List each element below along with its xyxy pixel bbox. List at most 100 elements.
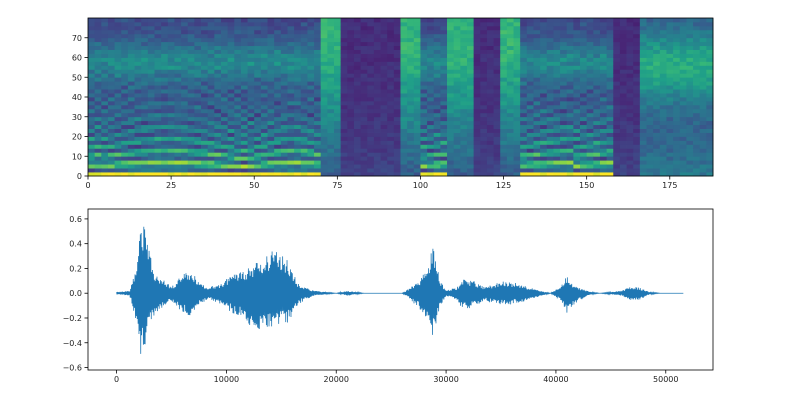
spectrogram-cell: [453, 148, 461, 153]
spectrogram-cell: [373, 168, 381, 173]
spectrogram-cell: [187, 77, 195, 82]
spectrogram-cell: [413, 100, 421, 106]
spectrogram-cell: [613, 73, 621, 78]
spectrogram-cell: [460, 120, 468, 126]
spectrogram-cell: [593, 25, 601, 31]
spectrogram-cell: [114, 49, 122, 54]
spectrogram-cell: [353, 57, 362, 62]
spectrogram-cell: [440, 41, 448, 47]
spectrogram-cell: [686, 148, 694, 153]
spectrogram-cell: [593, 49, 601, 54]
spectrogram-cell: [147, 148, 155, 153]
spectrogram-cell: [181, 120, 189, 126]
spectrogram-cell: [626, 53, 634, 58]
spectrogram-cell: [247, 100, 255, 106]
spectrogram-cell: [327, 144, 335, 149]
spectrogram-cell: [666, 160, 674, 165]
spectrogram-cell: [154, 132, 162, 137]
spectrogram-cell: [234, 97, 242, 102]
spectrogram-cell: [480, 140, 488, 145]
spectrogram-cell: [94, 61, 102, 66]
spectrogram-cell: [94, 49, 102, 54]
spectrogram-cell: [520, 156, 528, 161]
spectrogram-cell: [294, 89, 302, 94]
spectrogram-cell: [147, 69, 155, 74]
spectrogram-cell: [88, 168, 96, 173]
spectrogram-cell: [626, 81, 634, 86]
spectrogram-cell: [280, 168, 288, 173]
spectrogram-cell: [566, 136, 574, 141]
spectrogram-cell: [187, 156, 195, 161]
spectrogram-cell: [161, 100, 169, 106]
spectrogram-cell: [693, 152, 701, 157]
spectrogram-cell: [274, 69, 282, 74]
spectrogram-cell: [420, 69, 428, 74]
spectrogram-cell: [679, 168, 687, 173]
spectrogram-cell: [207, 140, 215, 145]
spectrogram-cell: [121, 33, 129, 39]
spectrogram-cell: [207, 57, 215, 62]
spectrogram-cell: [533, 77, 541, 82]
spectrogram-cell: [466, 116, 475, 122]
spectrogram-cell: [294, 49, 302, 54]
spectrogram-cell: [533, 73, 541, 78]
spectrogram-cell: [393, 160, 401, 165]
spectrogram-cell: [413, 65, 421, 70]
spectrogram-cell: [646, 152, 654, 157]
spectrogram-cell: [114, 73, 122, 78]
spectrogram-cell: [334, 21, 342, 27]
spectrogram-cell: [466, 85, 475, 90]
spectrogram-cell: [586, 148, 594, 153]
spectrogram-cell: [533, 93, 541, 98]
spectrogram-cell: [613, 120, 621, 126]
spectrogram-cell: [639, 29, 647, 35]
spectrogram-cell: [526, 37, 534, 43]
spectrogram-cell: [400, 81, 408, 86]
spectrogram-cell: [480, 132, 488, 137]
spectrogram-cell: [327, 37, 335, 43]
spectrogram-cell: [553, 65, 561, 70]
spectrogram-cell: [307, 108, 315, 114]
spectrogram-cell: [201, 112, 209, 118]
spectrogram-cell: [400, 73, 408, 78]
spectrogram-cell: [254, 33, 262, 39]
spectrogram-cell: [693, 25, 701, 31]
spectrogram-cell: [227, 104, 235, 110]
spectrogram-cell: [181, 33, 189, 39]
spectrogram-cell: [400, 124, 408, 129]
spectrogram-cell: [400, 140, 408, 145]
spectrogram-cell: [427, 116, 435, 122]
spectrogram-cell: [327, 116, 335, 122]
spectrogram-cell: [314, 29, 322, 35]
spectrogram-cell: [300, 148, 308, 153]
spectrogram-cell: [633, 148, 641, 153]
spectrogram-cell: [427, 148, 435, 153]
spectrogram-cell: [274, 168, 282, 173]
spectrogram-cell: [407, 128, 415, 133]
spectrogram-cell: [161, 49, 169, 54]
spectrogram-cell: [447, 168, 455, 173]
spectrogram-cell: [420, 144, 428, 149]
spectrogram-cell: [686, 37, 694, 43]
spectrogram-cell: [447, 89, 455, 94]
spectrogram-cell: [513, 85, 521, 90]
spectrogram-cell: [473, 45, 481, 50]
spectrogram-cell: [573, 168, 581, 173]
spectrogram-cell: [546, 69, 554, 74]
spectrogram-cell: [347, 18, 355, 23]
spectrogram-cell: [300, 112, 308, 118]
spectrogram-cell: [706, 104, 714, 110]
spectrogram-cell: [207, 77, 215, 82]
spectrogram-cell: [580, 21, 588, 27]
spectrogram-cell: [546, 49, 554, 54]
spectrogram-cell: [506, 152, 514, 157]
spectrogram-cell: [493, 33, 501, 39]
spectrogram-cell: [473, 77, 481, 82]
spectrogram-cell: [500, 65, 508, 70]
spectrogram-cell: [520, 136, 528, 141]
spectrogram-cell: [447, 128, 455, 133]
spectrogram-cell: [154, 140, 162, 145]
spectrogram-cell: [413, 152, 421, 157]
spectrogram-cell: [553, 21, 561, 27]
spectrogram-cell: [540, 152, 548, 157]
